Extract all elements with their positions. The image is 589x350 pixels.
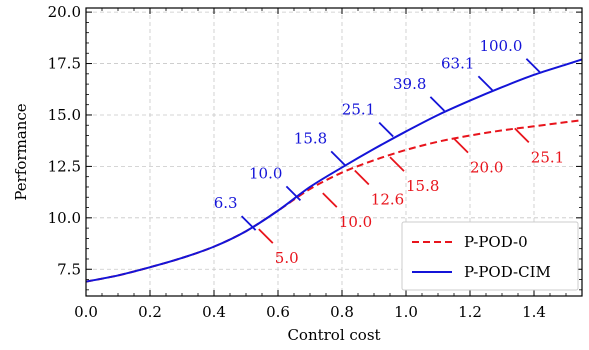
annotations: 6.310.015.825.139.863.1100.05.010.012.61… — [214, 37, 564, 267]
y-tick-label: 20.0 — [48, 3, 81, 21]
annotation-tick — [322, 192, 338, 208]
plot-frame — [85, 7, 583, 297]
annotation-label: 5.0 — [275, 249, 299, 267]
annotation-label: 10.0 — [339, 213, 372, 231]
x-tick-label: 0.2 — [138, 303, 162, 321]
x-tick-label: 1.2 — [458, 303, 482, 321]
series-lines — [85, 58, 583, 283]
annotation-label: 100.0 — [479, 37, 522, 55]
annotation-tick — [389, 156, 405, 172]
axis-ticks: 0.0 0.2 0.4 0.6 0.8 1.0 1.2 1.4 7.5 10.0 12.5 15.0 1… — [48, 3, 582, 321]
x-tick-label: 0.8 — [330, 303, 354, 321]
y-axis-title: Performance — [12, 103, 30, 200]
annotation-label: 63.1 — [441, 54, 474, 72]
y-tick-label: 17.5 — [48, 55, 81, 73]
x-tick-label: 0.4 — [202, 303, 226, 321]
series-line-p-pod-cim — [85, 58, 583, 283]
x-tick-label: 0.6 — [266, 303, 290, 321]
annotation-tick — [514, 127, 530, 143]
annotation-label: 10.0 — [249, 164, 282, 182]
annotation-tick — [285, 185, 302, 201]
annotation-label: 6.3 — [214, 194, 238, 212]
annotation-label: 12.6 — [371, 191, 404, 209]
x-tick-label: 1.4 — [522, 303, 546, 321]
x-tick-label: 1.0 — [394, 303, 418, 321]
x-tick-label: 0.0 — [74, 303, 98, 321]
annotation-tick — [525, 58, 542, 74]
annotation-tick — [378, 121, 394, 138]
y-tick-label: 7.5 — [57, 260, 81, 278]
annotation-label: 25.1 — [531, 148, 564, 166]
legend-label-p-pod-0: P-POD-0 — [464, 233, 528, 251]
annotation-tick — [258, 228, 274, 244]
legend-label-p-pod-cim: P-POD-CIM — [464, 263, 551, 281]
annotation-label: 15.8 — [406, 177, 439, 195]
annotation-label: 15.8 — [294, 129, 327, 147]
annotation-label: 20.0 — [470, 159, 503, 177]
y-tick-label: 15.0 — [48, 106, 81, 124]
y-tick-label: 10.0 — [48, 209, 81, 227]
annotation-tick — [354, 169, 370, 186]
annotation-tick — [429, 96, 446, 112]
annotation-label: 39.8 — [393, 75, 426, 93]
legend: P-POD-0 P-POD-CIM — [401, 221, 579, 291]
annotation-tick — [477, 75, 494, 91]
annotation-tick — [240, 215, 257, 231]
annotation-tick — [453, 137, 469, 154]
y-tick-label: 12.5 — [48, 157, 81, 175]
x-axis-title: Control cost — [287, 326, 380, 344]
annotation-tick — [330, 150, 346, 167]
annotation-label: 25.1 — [342, 101, 375, 119]
